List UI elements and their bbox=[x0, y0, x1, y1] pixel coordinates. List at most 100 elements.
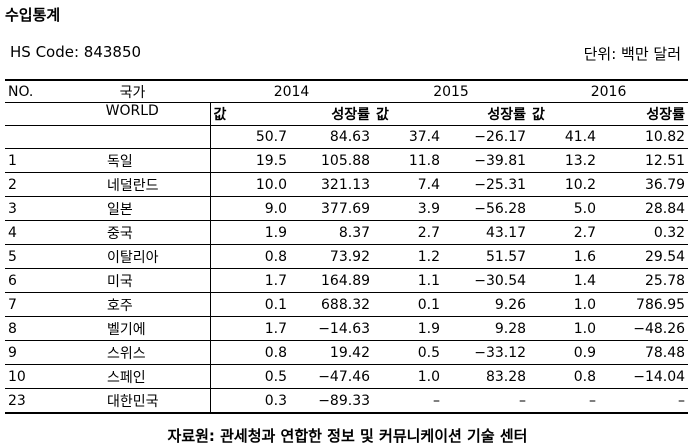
row-growth: 29.54 bbox=[599, 244, 689, 269]
row-growth: 19.42 bbox=[290, 340, 374, 365]
row-value: 13.2 bbox=[529, 148, 600, 173]
row-value: 0.9 bbox=[529, 340, 600, 365]
row-value: – bbox=[373, 388, 444, 414]
row-value: 1.4 bbox=[529, 268, 600, 293]
col-header-growth-2016: 성장률 bbox=[599, 102, 689, 126]
row-value: 11.8 bbox=[373, 148, 444, 173]
row-rank: 4 bbox=[5, 220, 55, 245]
table-row: 7 호주 0.1 688.32 0.1 9.26 1.0 786.95 bbox=[5, 292, 689, 317]
row-growth: −14.04 bbox=[599, 364, 689, 389]
row-rank: 10 bbox=[5, 364, 55, 389]
row-growth: 83.28 bbox=[443, 364, 530, 389]
row-growth: 51.57 bbox=[443, 244, 530, 269]
col-header-value-2015: 값 bbox=[373, 102, 444, 126]
hs-code-label: HS Code: 843850 bbox=[10, 43, 142, 61]
row-growth: 164.89 bbox=[290, 268, 374, 293]
row-rank: 5 bbox=[5, 244, 55, 269]
row-value: 0.8 bbox=[210, 244, 290, 269]
row-growth: 43.17 bbox=[443, 220, 530, 245]
row-rank: 3 bbox=[5, 196, 55, 221]
row-growth: 78.48 bbox=[599, 340, 689, 365]
row-country: 중국 bbox=[55, 220, 211, 245]
row-value: 1.0 bbox=[529, 316, 600, 341]
row-value: 1.6 bbox=[529, 244, 600, 269]
row-country: 네덜란드 bbox=[55, 172, 211, 197]
country-rows: 1 독일 19.5 105.88 11.8 −39.81 13.2 12.51 2 네덜란드 10.… bbox=[5, 148, 689, 414]
row-value: 1.2 bbox=[373, 244, 444, 269]
row-country: 스위스 bbox=[55, 340, 211, 365]
row-growth: 9.26 bbox=[443, 292, 530, 317]
row-growth: −25.31 bbox=[443, 172, 530, 197]
table-row: 1 독일 19.5 105.88 11.8 −39.81 13.2 12.51 bbox=[5, 148, 689, 173]
table-row: 9 스위스 0.8 19.42 0.5 −33.12 0.9 78.48 bbox=[5, 340, 689, 365]
row-value: 1.0 bbox=[529, 292, 600, 317]
row-growth: −33.12 bbox=[443, 340, 530, 365]
row-growth: −30.54 bbox=[443, 268, 530, 293]
col-header-value-2016: 값 bbox=[529, 102, 600, 126]
row-value: 1.1 bbox=[373, 268, 444, 293]
row-growth: 9.28 bbox=[443, 316, 530, 341]
row-value: 0.5 bbox=[373, 340, 444, 365]
row-value: 5.0 bbox=[529, 196, 600, 221]
row-value: 0.1 bbox=[373, 292, 444, 317]
table-row: 23 대한민국 0.3 −89.33– – – – bbox=[5, 388, 689, 414]
row-country: 호주 bbox=[55, 292, 211, 317]
table-row: 8 벨기에 1.7 −14.63 1.9 9.28 1.0 −48.26 bbox=[5, 316, 689, 341]
source-footer: 자료원: 관세청과 연합한 정보 및 커뮤니케이션 기술 센터 bbox=[167, 427, 528, 445]
row-growth: 321.13 bbox=[290, 172, 374, 197]
col-header-year-2015: 2015 bbox=[373, 79, 530, 103]
row-growth: 36.79 bbox=[599, 172, 689, 197]
table-row: 10 스페인 0.5 −47.46 1.0 83.28 0.8 −14.04 bbox=[5, 364, 689, 389]
row-growth: 25.78 bbox=[599, 268, 689, 293]
row-growth: 377.69 bbox=[290, 196, 374, 221]
row-growth: 786.95 bbox=[599, 292, 689, 317]
row-rank: 2 bbox=[5, 172, 55, 197]
row-growth: −48.26 bbox=[599, 316, 689, 341]
col-header-value-2014: 값 bbox=[210, 102, 290, 126]
row-country: 이탈리아 bbox=[55, 244, 211, 269]
row-value: 0.3 bbox=[210, 388, 290, 414]
row-country: 미국 bbox=[55, 268, 211, 293]
col-header-year-2016: 2016 bbox=[529, 79, 689, 103]
row-growth: −14.63 bbox=[290, 316, 374, 341]
world-total-row: 50.7 84.63 37.4 −26.17 41.4 10.82 bbox=[5, 125, 689, 149]
row-growth: 8.37 bbox=[290, 220, 374, 245]
row-country: 스페인 bbox=[55, 364, 211, 389]
row-rank: 8 bbox=[5, 316, 55, 341]
row-value: 7.4 bbox=[373, 172, 444, 197]
col-header-no: NO. bbox=[5, 79, 55, 103]
world-growth-2015: −26.17 bbox=[443, 125, 530, 149]
table-row: 5 이탈리아 0.8 73.92 1.2 51.57 1.6 29.54 bbox=[5, 244, 689, 269]
row-growth: 12.51 bbox=[599, 148, 689, 173]
table-row: 3 일본 9.0 377.69 3.9 −56.28 5.0 28.84 bbox=[5, 196, 689, 221]
page-title: 수입통계 bbox=[5, 6, 61, 24]
world-growth-2016: 10.82 bbox=[599, 125, 689, 149]
row-value: 9.0 bbox=[210, 196, 290, 221]
row-country: 일본 bbox=[55, 196, 211, 221]
header-row-years: NO. 국가 2014 2015 2016 bbox=[5, 79, 689, 103]
world-value-2014: 50.7 bbox=[210, 125, 290, 149]
row-value: 2.7 bbox=[529, 220, 600, 245]
col-header-country: 국가 bbox=[55, 79, 210, 103]
row-country: 대한민국 bbox=[55, 388, 211, 414]
table-row: 2 네덜란드 10.0 321.13 7.4 −25.31 10.2 36.79 bbox=[5, 172, 689, 197]
row-rank: 6 bbox=[5, 268, 55, 293]
col-header-growth-2015: 성장률 bbox=[443, 102, 530, 126]
row-rank: 23 bbox=[5, 388, 55, 414]
row-value: 0.1 bbox=[210, 292, 290, 317]
row-growth: −89.33 bbox=[290, 388, 374, 414]
world-value-2015: 37.4 bbox=[373, 125, 444, 149]
row-value: 1.7 bbox=[210, 316, 290, 341]
row-value: 1.7 bbox=[210, 268, 290, 293]
row-growth: – bbox=[443, 388, 530, 414]
table-row: 4 중국 1.9 8.37 2.7 43.17 2.7 0.32 bbox=[5, 220, 689, 245]
row-growth: −39.81 bbox=[443, 148, 530, 173]
world-growth-2014: 84.63 bbox=[290, 125, 374, 149]
unit-label: 단위: 백만 달러 bbox=[583, 45, 681, 63]
world-label: WORLD bbox=[55, 102, 211, 126]
table-row: 6 미국 1.7 164.89 1.1 −30.54 1.4 25.78 bbox=[5, 268, 689, 293]
row-value: 0.8 bbox=[529, 364, 600, 389]
row-value: 19.5 bbox=[210, 148, 290, 173]
row-value: 10.0 bbox=[210, 172, 290, 197]
row-value: 0.8 bbox=[210, 340, 290, 365]
